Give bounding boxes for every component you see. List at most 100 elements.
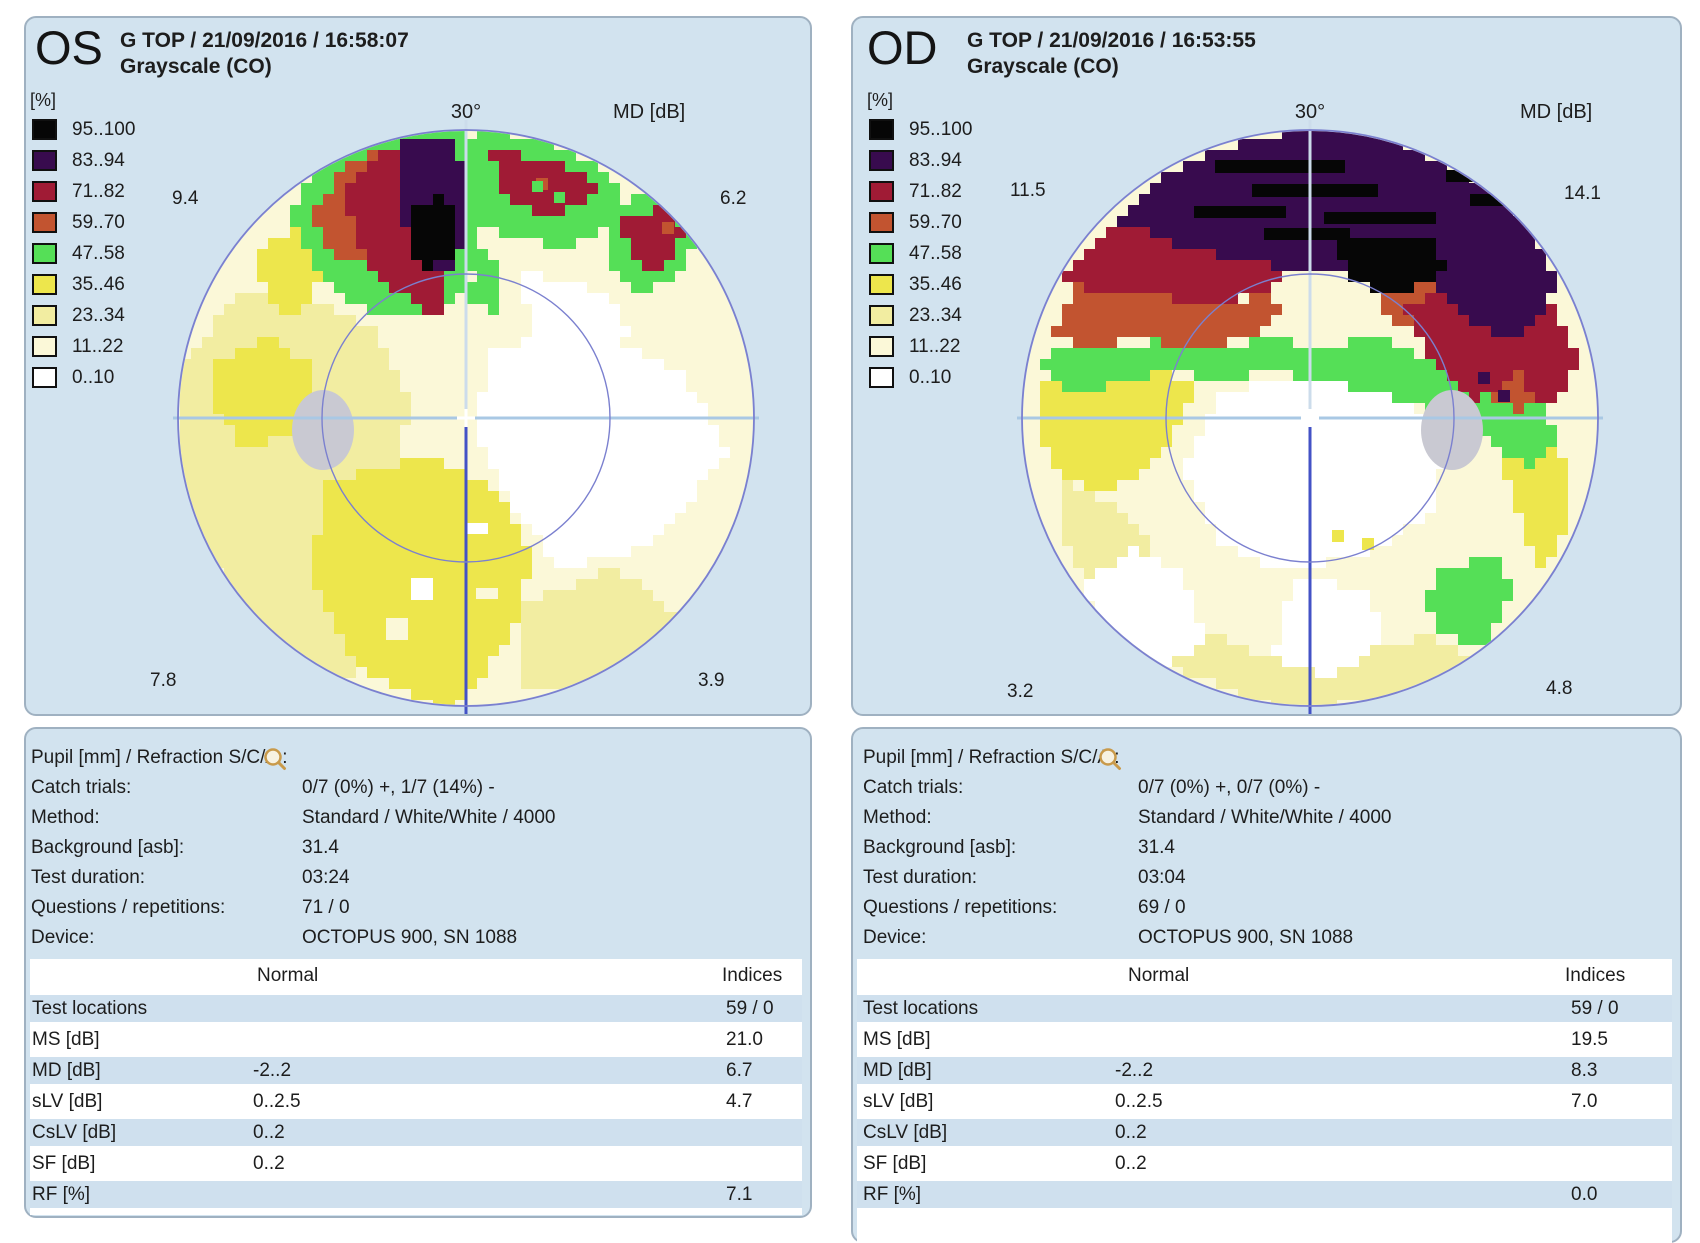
row-label: RF [%] [32,1184,91,1205]
legend-swatch [869,336,894,357]
legend-swatch [32,119,57,140]
legend-unit: [%] [30,90,57,110]
detail-value: Standard / White/White / 4000 [302,807,556,828]
legend-swatch [869,305,894,326]
normal-value: 0..2.5 [253,1091,301,1112]
normal-value: 0..2 [1115,1122,1147,1143]
legend-range-label: 47..58 [72,243,125,264]
indices-value: 21.0 [726,1029,763,1050]
legend-range-label: 83..94 [72,150,125,171]
row-label: sLV [dB] [863,1091,934,1112]
detail-value: 31.4 [1138,837,1175,858]
legend-range-label: 23..34 [909,305,962,326]
legend-swatch [32,243,57,264]
table-row: SF [dB] 0..2 [30,1150,802,1177]
detail-label: Device: [863,927,927,948]
magnifier-icon[interactable] [1097,746,1123,772]
indices-value: 8.3 [1571,1060,1598,1081]
detail-value: 03:24 [302,867,350,888]
grayscale-legend: 95..100 83..94 71..82 59..70 47..58 35..46 23.… [32,18,162,418]
legend-item: 11..22 [32,336,162,360]
detail-label: Questions / repetitions: [863,897,1058,918]
legend-swatch [869,212,894,233]
row-label: CsLV [dB] [32,1122,117,1143]
detail-label: Method: [31,807,100,828]
legend-range-label: 95..100 [72,119,136,140]
legend-range-label: 11..22 [909,336,961,357]
legend-range-label: 59..70 [72,212,125,233]
blind-spot-marker [1421,390,1483,470]
detail-label: Test duration: [863,867,978,888]
indices-value: 7.0 [1571,1091,1598,1112]
normal-value: 0..2 [253,1122,285,1143]
detail-value: OCTOPUS 900, SN 1088 [1138,927,1354,948]
legend-item: 35..46 [869,274,999,298]
indices-value: 6.7 [726,1060,753,1081]
column-header-indices: Indices [722,965,783,986]
legend-range-label: 71..82 [72,181,125,202]
detail-label: Background [asb]: [31,837,185,858]
normal-value: 0..2 [1115,1153,1147,1174]
field-extent-label: 30° [1294,101,1326,123]
legend-swatch [32,212,57,233]
eye-label: OD [867,21,938,74]
detail-value: 0/7 (0%) +, 1/7 (14%) - [302,777,495,798]
grayscale-legend: 95..100 83..94 71..82 59..70 47..58 35..46 23.… [869,18,999,418]
table-row: CsLV [dB] 0..2 [30,1119,802,1146]
detail-row: Method: Standard / White/White / 4000 [853,805,1680,831]
indices-value: 59 / 0 [1571,998,1619,1019]
legend-item: 71..82 [869,181,999,205]
exam-subtitle: Grayscale (CO) [967,55,1119,78]
table-row: CsLV [dB] 0..2 [857,1119,1672,1146]
detail-row: Test duration: 03:24 [26,865,810,891]
legend-range-label: 83..94 [909,150,962,171]
legend-item: 47..58 [32,243,162,267]
md-quadrant-bottom-left: 3.2 [1007,681,1034,702]
detail-row: Catch trials: 0/7 (0%) +, 1/7 (14%) - [26,775,810,801]
legend-item: 83..94 [869,150,999,174]
row-label: MS [dB] [32,1029,100,1050]
row-label: SF [dB] [32,1153,96,1174]
legend-item: 35..46 [32,274,162,298]
detail-label: Catch trials: [31,777,132,798]
legend-item: 71..82 [32,181,162,205]
row-label: Test locations [32,998,148,1019]
detail-value: 71 / 0 [302,897,350,918]
column-header-normal: Normal [1128,965,1190,986]
detail-label: Background [asb]: [863,837,1017,858]
legend-item: 59..70 [869,212,999,236]
row-label: MS [dB] [863,1029,931,1050]
legend-swatch [32,367,57,388]
detail-value: 31.4 [302,837,339,858]
table-row: Test locations 59 / 0 [857,995,1672,1022]
md-unit-label: MD [dB] [1520,101,1593,123]
normal-value: -2..2 [1115,1060,1154,1081]
legend-swatch [869,150,894,171]
os-details-card: Pupil [mm] / Refraction S/C/A : Catch tri… [24,727,812,1218]
detail-row: Pupil [mm] / Refraction S/C/A : [26,745,810,771]
indices-value: 4.7 [726,1091,753,1112]
detail-value: 0/7 (0%) +, 0/7 (0%) - [1138,777,1321,798]
indices-table: Normal Indices Test locations 59 / 0 MS [dB]… [30,959,802,1215]
detail-row: Catch trials: 0/7 (0%) +, 0/7 (0%) - [853,775,1680,801]
row-label: Test locations [863,998,979,1019]
row-label: CsLV [dB] [863,1122,948,1143]
detail-value: 03:04 [1138,867,1186,888]
md-quadrant-bottom-right: 4.8 [1546,678,1573,699]
exam-details: Pupil [mm] / Refraction S/C/A : Catch tri… [26,729,810,959]
legend-swatch [869,243,894,264]
table-row: RF [%] 0.0 [857,1181,1672,1208]
magnifier-icon[interactable] [262,746,288,772]
md-quadrant-top-right: 14.1 [1564,183,1601,204]
legend-swatch [869,367,894,388]
detail-label: Test duration: [31,867,146,888]
legend-item: 0..10 [32,367,162,391]
indices-value: 59 / 0 [726,998,774,1019]
detail-label: Method: [863,807,932,828]
legend-item: 0..10 [869,367,999,391]
legend-swatch [32,336,57,357]
table-row: sLV [dB] 0..2.5 7.0 [857,1088,1672,1115]
md-quadrant-top-right: 6.2 [720,188,747,209]
table-row: MS [dB] 21.0 [30,1026,802,1053]
